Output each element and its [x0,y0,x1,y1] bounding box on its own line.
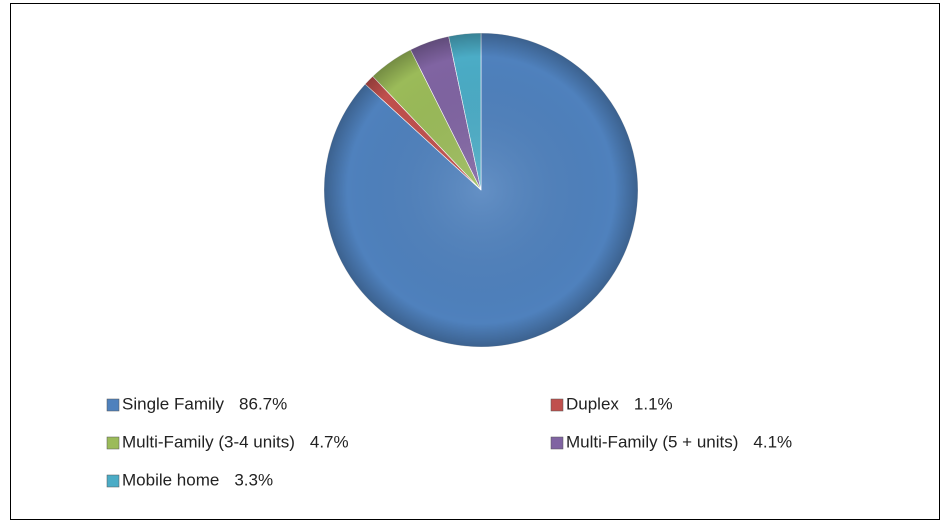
legend-label: Duplex [566,394,619,413]
legend-value: 4.1% [753,432,792,451]
legend-swatch [550,436,564,450]
legend-swatch [106,398,120,412]
legend-value: 3.3% [234,470,273,489]
legend-label: Single Family [122,394,225,413]
legend-label: Multi-Family (3-4 units) [122,432,295,451]
legend-value: 4.7% [310,432,349,451]
legend-swatch [106,474,120,488]
legend-label: Mobile home [122,470,219,489]
legend-swatch [550,398,564,412]
legend-value: 86.7% [239,394,287,413]
legend-value: 1.1% [634,394,673,413]
legend-label: Multi-Family (5 + units) [566,432,738,451]
legend-swatch [106,436,120,450]
